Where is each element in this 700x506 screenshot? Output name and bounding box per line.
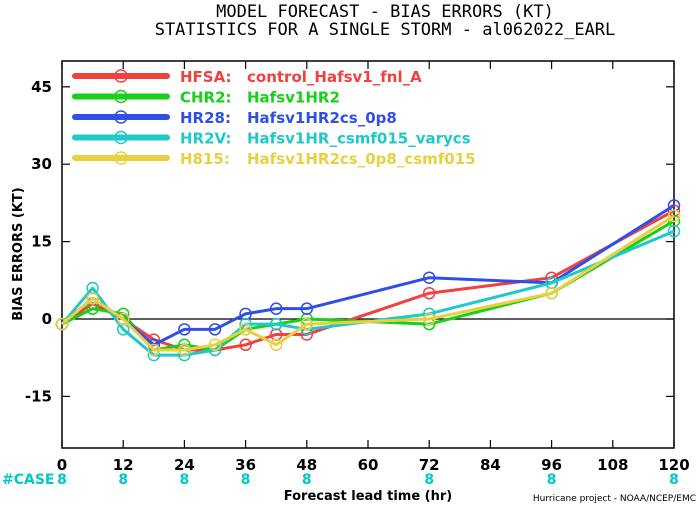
legend-marker bbox=[114, 69, 128, 83]
data-point bbox=[545, 286, 558, 300]
data-point bbox=[422, 286, 436, 300]
legend-code: CHR2: bbox=[180, 89, 232, 107]
data-point bbox=[422, 271, 436, 284]
chart-subtitle: STATISTICS FOR A SINGLE STORM - al062022… bbox=[155, 20, 616, 40]
data-point bbox=[178, 343, 191, 357]
y-axis-label: BIAS ERRORS (KT) bbox=[11, 187, 26, 320]
case-count: 8 bbox=[424, 472, 434, 488]
data-point bbox=[147, 343, 161, 357]
legend-marker bbox=[114, 89, 128, 104]
series-line bbox=[61, 219, 675, 352]
data-point bbox=[269, 338, 283, 352]
legend-entry: HR28: Hafsv1HR2cs_0p8 bbox=[72, 109, 397, 127]
legend-code: HR28: bbox=[180, 109, 231, 127]
series-Hafsv1HR2 bbox=[55, 214, 681, 357]
data-point bbox=[178, 323, 191, 336]
legend-code: H815: bbox=[180, 150, 230, 168]
x-tick-label: 108 bbox=[597, 456, 628, 474]
legend-code: HFSA: bbox=[180, 68, 232, 86]
x-tick-label: 0 bbox=[57, 456, 67, 474]
credit-text: Hurricane project - NOAA/NCEP/EMC bbox=[533, 494, 696, 504]
legend-marker bbox=[114, 130, 128, 145]
data-point bbox=[86, 292, 99, 305]
legend-entry: HR2V: Hafsv1HR_csmf015_varycs bbox=[72, 130, 471, 148]
case-count-label: #CASE bbox=[2, 472, 55, 488]
data-point bbox=[269, 317, 283, 331]
data-point bbox=[239, 338, 252, 352]
x-tick-label: 96 bbox=[541, 456, 562, 474]
x-axis: 0 12 24 36 48 60 72 84 96 108 120 bbox=[57, 61, 690, 474]
x-tick-label: 60 bbox=[358, 456, 379, 474]
series-control_Hafsv1_fnl_A bbox=[55, 204, 681, 357]
legend-marker bbox=[114, 110, 128, 124]
case-count: 8 bbox=[669, 472, 679, 488]
series-line bbox=[61, 209, 675, 352]
case-count: 8 bbox=[302, 472, 312, 488]
y-tick-label: 15 bbox=[31, 233, 52, 251]
chart-title: MODEL FORECAST - BIAS ERRORS (KT) bbox=[216, 2, 554, 22]
data-point bbox=[667, 209, 681, 223]
y-tick-label: 30 bbox=[31, 155, 52, 173]
case-count: 8 bbox=[180, 472, 190, 488]
legend-name: Hafsv1HR_csmf015_varycs bbox=[247, 130, 471, 148]
case-count: 8 bbox=[118, 472, 128, 488]
case-counts: 8 8 8 8 8 8 8 8 bbox=[57, 472, 679, 488]
x-tick-label: 120 bbox=[658, 456, 689, 474]
x-tick-label: 12 bbox=[113, 456, 134, 474]
y-tick-label: 45 bbox=[31, 78, 52, 96]
case-count: 8 bbox=[241, 472, 251, 488]
data-point bbox=[422, 312, 436, 326]
data-point bbox=[116, 312, 130, 326]
legend-code: HR2V: bbox=[180, 130, 231, 148]
series-Hafsv1HR2cs_0p8_csmf015 bbox=[55, 209, 681, 357]
data-point bbox=[239, 323, 252, 336]
legend-entry: HFSA: control_Hafsv1_fnl_A bbox=[72, 68, 422, 86]
data-point bbox=[208, 323, 222, 336]
data-point bbox=[208, 338, 222, 352]
y-axis: -15 0 15 30 45 bbox=[25, 78, 674, 405]
x-tick-label: 36 bbox=[235, 456, 256, 474]
series-lines bbox=[55, 199, 681, 362]
legend-marker bbox=[114, 151, 128, 165]
legend-name: Hafsv1HR2 bbox=[247, 89, 340, 107]
legend-entry: H815: Hafsv1HR2cs_0p8_csmf015 bbox=[72, 150, 476, 168]
x-tick-label: 48 bbox=[296, 456, 317, 474]
legend: HFSA: control_Hafsv1_fnl_A CHR2: Hafsv1HR2 H… bbox=[72, 68, 476, 168]
x-tick-label: 72 bbox=[419, 456, 440, 474]
data-point bbox=[300, 302, 314, 315]
y-tick-label: 0 bbox=[42, 310, 52, 328]
legend-name: control_Hafsv1_fnl_A bbox=[247, 68, 422, 86]
x-tick-label: 24 bbox=[174, 456, 195, 474]
series-line bbox=[61, 214, 675, 352]
legend-entry: CHR2: Hafsv1HR2 bbox=[72, 89, 340, 107]
legend-name: Hafsv1HR2cs_0p8 bbox=[247, 109, 397, 127]
legend-name: Hafsv1HR2cs_0p8_csmf015 bbox=[247, 150, 476, 168]
data-point bbox=[269, 302, 283, 315]
case-count: 8 bbox=[547, 472, 557, 488]
data-point bbox=[667, 225, 681, 238]
data-point bbox=[55, 317, 69, 331]
case-count: 8 bbox=[57, 472, 67, 488]
data-point bbox=[300, 317, 314, 331]
x-axis-label: Forecast lead time (hr) bbox=[284, 489, 452, 504]
x-tick-label: 84 bbox=[480, 456, 501, 474]
series-Hafsv1HR2cs_0p8 bbox=[55, 199, 681, 352]
y-tick-label: -15 bbox=[25, 387, 52, 405]
